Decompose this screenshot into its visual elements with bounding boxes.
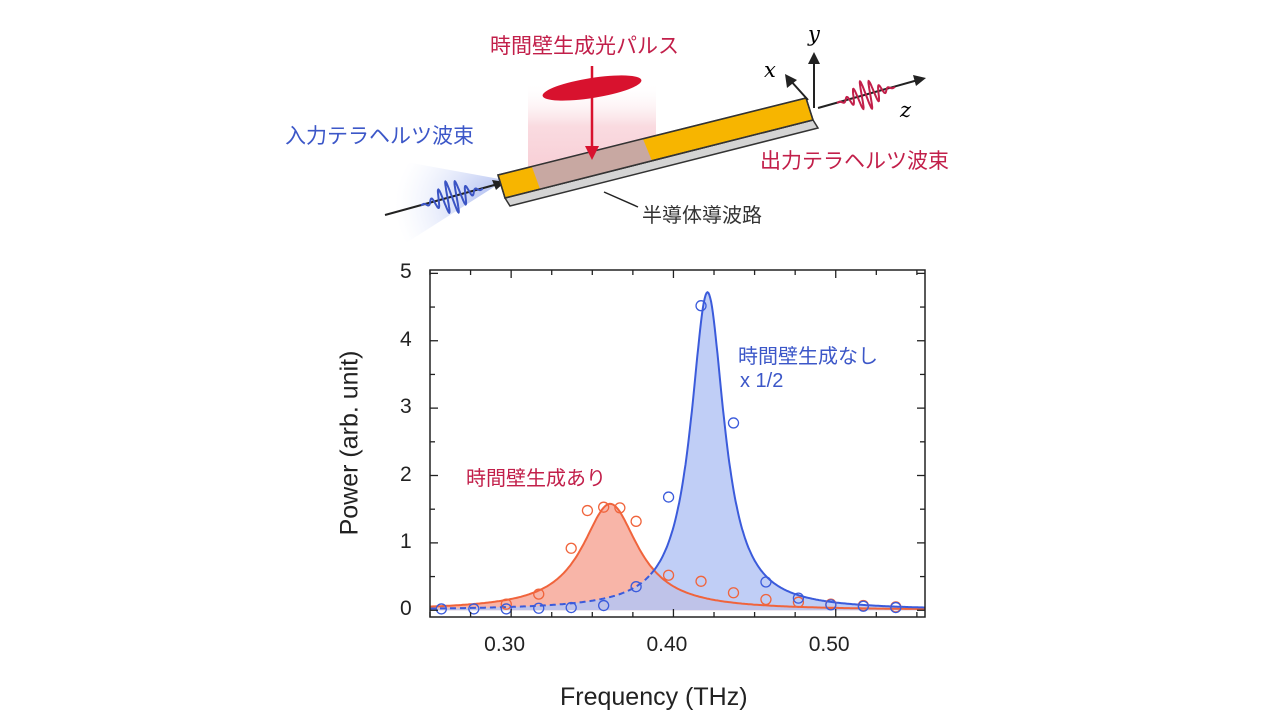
series-with-time-wall-point bbox=[614, 502, 626, 514]
series-without-time-wall-point bbox=[533, 602, 545, 614]
series-with-time-wall-label: 時間壁生成あり bbox=[466, 466, 606, 490]
output-beam-line bbox=[817, 79, 919, 109]
x-axis-label: Frequency (THz) bbox=[560, 683, 748, 711]
output-wave-packet-icon bbox=[836, 79, 896, 111]
pump-pulse-label: 時間壁生成光パルス bbox=[490, 34, 679, 58]
series-with-time-wall-point bbox=[581, 504, 594, 517]
series-without-time-wall-point bbox=[500, 603, 512, 615]
series-without-time-wall-point bbox=[598, 599, 610, 612]
series-without-time-wall-label: 時間壁生成なし bbox=[738, 344, 878, 368]
y-tick-label: 3 bbox=[400, 395, 412, 419]
series-with-time-wall-point bbox=[695, 575, 707, 587]
output-beam-arrowhead bbox=[913, 75, 926, 86]
series-with-time-wall-point bbox=[630, 515, 642, 527]
pump-arrowhead bbox=[585, 146, 599, 160]
output-wavepacket-label: 出力テラヘルツ波束 bbox=[760, 149, 949, 173]
series-without-time-wall-point bbox=[630, 581, 642, 593]
x-tick-label: 0.50 bbox=[808, 633, 850, 656]
waveguide-outline bbox=[497, 97, 814, 199]
input-wavepacket-label: 入力テラヘルツ波束 bbox=[285, 124, 474, 148]
series-without-time-wall-point bbox=[825, 599, 837, 611]
input-wave-packet-icon bbox=[420, 179, 484, 215]
waveguide-pumped-region bbox=[532, 139, 652, 189]
series-without-time-wall-note: x 1/2 bbox=[740, 370, 784, 392]
x-axis-arrowhead bbox=[785, 74, 797, 88]
series-without-time-wall-point bbox=[565, 601, 577, 614]
series-without-time-wall-point bbox=[890, 601, 902, 614]
series-without-time-wall-point bbox=[468, 603, 480, 615]
waveguide-diagram bbox=[384, 52, 926, 250]
y-tick-label: 2 bbox=[400, 462, 412, 486]
series-with-time-wall-point bbox=[662, 569, 675, 581]
series-with-time-wall-point bbox=[565, 542, 577, 554]
plot-area bbox=[430, 290, 925, 615]
y-axis-ticks bbox=[430, 272, 925, 611]
series-with-time-wall-point bbox=[500, 598, 512, 610]
waveguide-label: 半導体導波路 bbox=[642, 203, 762, 227]
series-without-time-wall-point bbox=[695, 300, 707, 312]
series-with-time-wall-point bbox=[598, 501, 610, 513]
series-without-time-wall-fit-line bbox=[649, 290, 925, 609]
input-glow bbox=[395, 160, 505, 250]
series-without-time-wall-point bbox=[857, 600, 869, 612]
series-without-time-wall-point bbox=[435, 603, 448, 615]
series-without-time-wall-fill bbox=[430, 292, 925, 611]
series-without-time-wall-point bbox=[760, 576, 772, 588]
plot-frame bbox=[429, 269, 926, 618]
y-axis-arrowhead bbox=[808, 52, 820, 64]
series-with-time-wall-fill bbox=[430, 503, 925, 611]
series-without-time-wall-points bbox=[435, 300, 902, 615]
power-spectrum-chart bbox=[429, 269, 926, 618]
y-tick-label: 1 bbox=[400, 529, 412, 553]
series-without-time-wall-point bbox=[792, 592, 805, 604]
series-without-time-wall-point bbox=[727, 417, 740, 429]
series-with-time-wall-point bbox=[760, 593, 772, 606]
x-axis-ticks bbox=[429, 270, 918, 617]
series-without-time-wall-point bbox=[662, 491, 675, 503]
y-tick-label: 5 bbox=[400, 260, 412, 284]
series-with-time-wall-point bbox=[533, 588, 545, 600]
axis-y-label: y bbox=[808, 22, 820, 46]
axis-x-label: x bbox=[764, 58, 776, 82]
series-with-time-wall-fit-line bbox=[430, 502, 925, 610]
waveguide-pointer-line bbox=[603, 191, 639, 208]
series-with-time-wall-point bbox=[792, 596, 805, 608]
x-tick-label: 0.30 bbox=[484, 633, 526, 656]
x-axis-arrow bbox=[789, 79, 809, 101]
y-axis-label: Power (arb. unit) bbox=[335, 350, 364, 536]
series-without-time-wall-fit-dashed bbox=[430, 573, 652, 610]
y-tick-label: 4 bbox=[400, 327, 412, 351]
x-tick-label: 0.40 bbox=[646, 633, 688, 656]
axis-z-label: z bbox=[900, 98, 912, 122]
y-tick-label: 0 bbox=[400, 597, 412, 621]
series-with-time-wall-point bbox=[727, 587, 740, 599]
